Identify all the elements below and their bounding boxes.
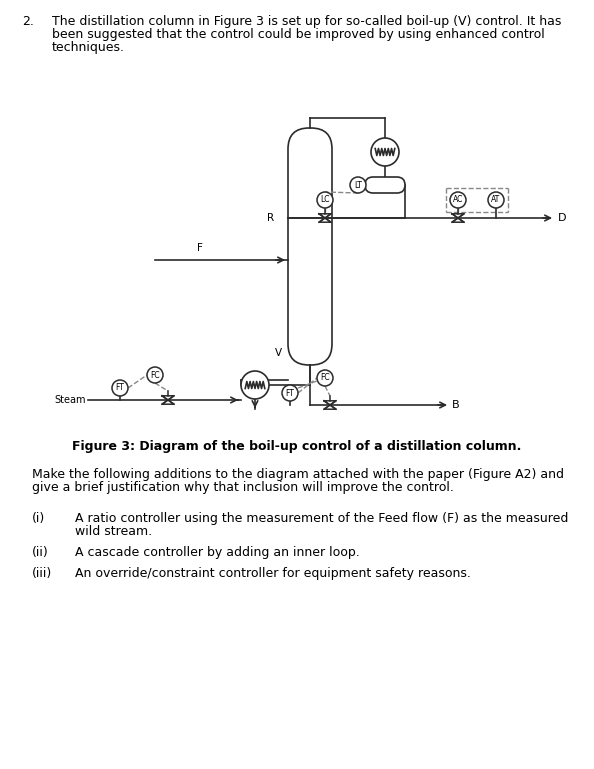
Text: FT: FT bbox=[116, 384, 124, 392]
Text: LT: LT bbox=[354, 181, 362, 189]
Text: FC: FC bbox=[150, 371, 160, 379]
Text: F: F bbox=[197, 243, 203, 253]
Text: V: V bbox=[275, 348, 282, 358]
Circle shape bbox=[112, 380, 128, 396]
Circle shape bbox=[371, 138, 399, 166]
FancyBboxPatch shape bbox=[365, 177, 405, 193]
Circle shape bbox=[488, 192, 504, 208]
Text: AC: AC bbox=[453, 195, 463, 205]
Text: (i): (i) bbox=[32, 512, 45, 525]
Text: been suggested that the control could be improved by using enhanced control: been suggested that the control could be… bbox=[52, 28, 545, 41]
Text: wild stream.: wild stream. bbox=[75, 525, 152, 538]
Circle shape bbox=[450, 192, 466, 208]
Text: A ratio controller using the measurement of the Feed flow (F) as the measured: A ratio controller using the measurement… bbox=[75, 512, 568, 525]
Text: FT: FT bbox=[286, 388, 295, 398]
Text: R: R bbox=[267, 213, 274, 223]
Text: AT: AT bbox=[491, 195, 501, 205]
Text: FC: FC bbox=[320, 374, 330, 382]
Text: D: D bbox=[558, 213, 567, 223]
Text: techniques.: techniques. bbox=[52, 41, 125, 54]
Text: LC: LC bbox=[320, 195, 330, 205]
FancyBboxPatch shape bbox=[288, 128, 332, 365]
Circle shape bbox=[350, 177, 366, 193]
Text: Make the following additions to the diagram attached with the paper (Figure A2) : Make the following additions to the diag… bbox=[32, 468, 564, 481]
Text: A cascade controller by adding an inner loop.: A cascade controller by adding an inner … bbox=[75, 546, 360, 559]
Circle shape bbox=[241, 371, 269, 399]
Text: The distillation column in Figure 3 is set up for so-called boil-up (V) control.: The distillation column in Figure 3 is s… bbox=[52, 15, 561, 28]
Text: B: B bbox=[452, 400, 460, 410]
Text: give a brief justification why that inclusion will improve the control.: give a brief justification why that incl… bbox=[32, 481, 454, 494]
Text: An override/constraint controller for equipment safety reasons.: An override/constraint controller for eq… bbox=[75, 567, 471, 580]
Circle shape bbox=[317, 192, 333, 208]
Text: Figure 3: Diagram of the boil-up control of a distillation column.: Figure 3: Diagram of the boil-up control… bbox=[72, 440, 522, 453]
Circle shape bbox=[282, 385, 298, 401]
Circle shape bbox=[317, 370, 333, 386]
Text: 2.: 2. bbox=[22, 15, 34, 28]
Circle shape bbox=[147, 367, 163, 383]
Text: (ii): (ii) bbox=[32, 546, 49, 559]
Text: (iii): (iii) bbox=[32, 567, 52, 580]
Text: Steam: Steam bbox=[55, 395, 86, 405]
